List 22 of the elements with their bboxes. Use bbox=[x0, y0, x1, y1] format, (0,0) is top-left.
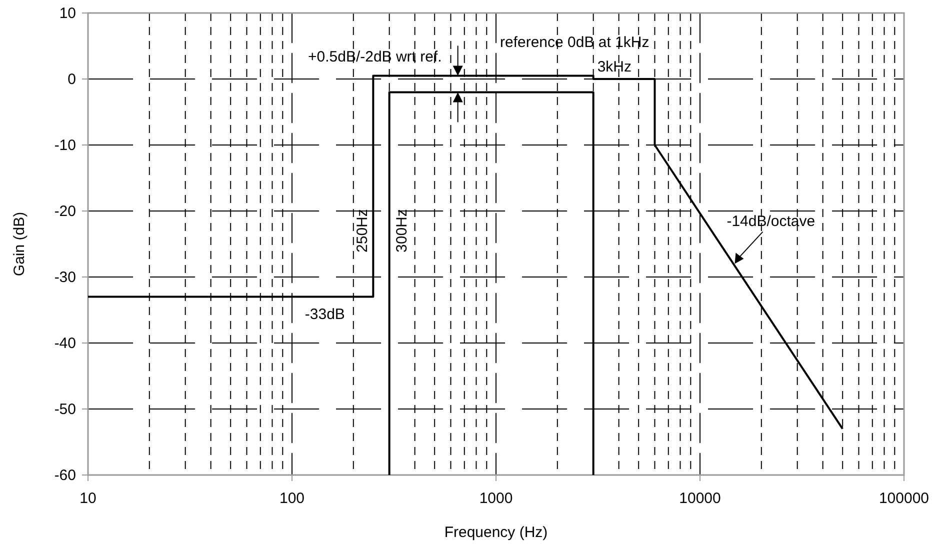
y-tick-label: -50 bbox=[54, 401, 76, 418]
x-tick-label: 10000 bbox=[679, 490, 721, 507]
annotation: -33dB bbox=[304, 306, 345, 323]
y-tick-label: 0 bbox=[68, 71, 76, 88]
x-tick-label: 1000 bbox=[479, 490, 513, 507]
annotation: -14dB/octave bbox=[726, 212, 816, 230]
y-axis-title: Gain (dB) bbox=[11, 212, 28, 276]
x-tick-label: 10 bbox=[80, 490, 96, 507]
y-tick-label: -10 bbox=[54, 137, 76, 154]
y-tick-label: 10 bbox=[59, 5, 76, 22]
y-tick-label: -30 bbox=[54, 269, 76, 286]
annotation: 300Hz bbox=[393, 209, 410, 252]
annotation: 3kHz bbox=[597, 58, 632, 76]
annotation: +0.5dB/-2dB wrt ref. bbox=[308, 48, 442, 66]
y-tick-label: -60 bbox=[54, 467, 76, 484]
y-tick-label: -40 bbox=[54, 335, 76, 352]
annotation: reference 0dB at 1kHz bbox=[500, 34, 650, 51]
x-tick-label: 100000 bbox=[878, 490, 930, 507]
y-tick-label: -20 bbox=[54, 203, 76, 220]
x-tick-label: 100 bbox=[279, 490, 305, 507]
x-axis-title: Frequency (Hz) bbox=[444, 524, 548, 541]
annotation: 250Hz bbox=[354, 209, 372, 252]
